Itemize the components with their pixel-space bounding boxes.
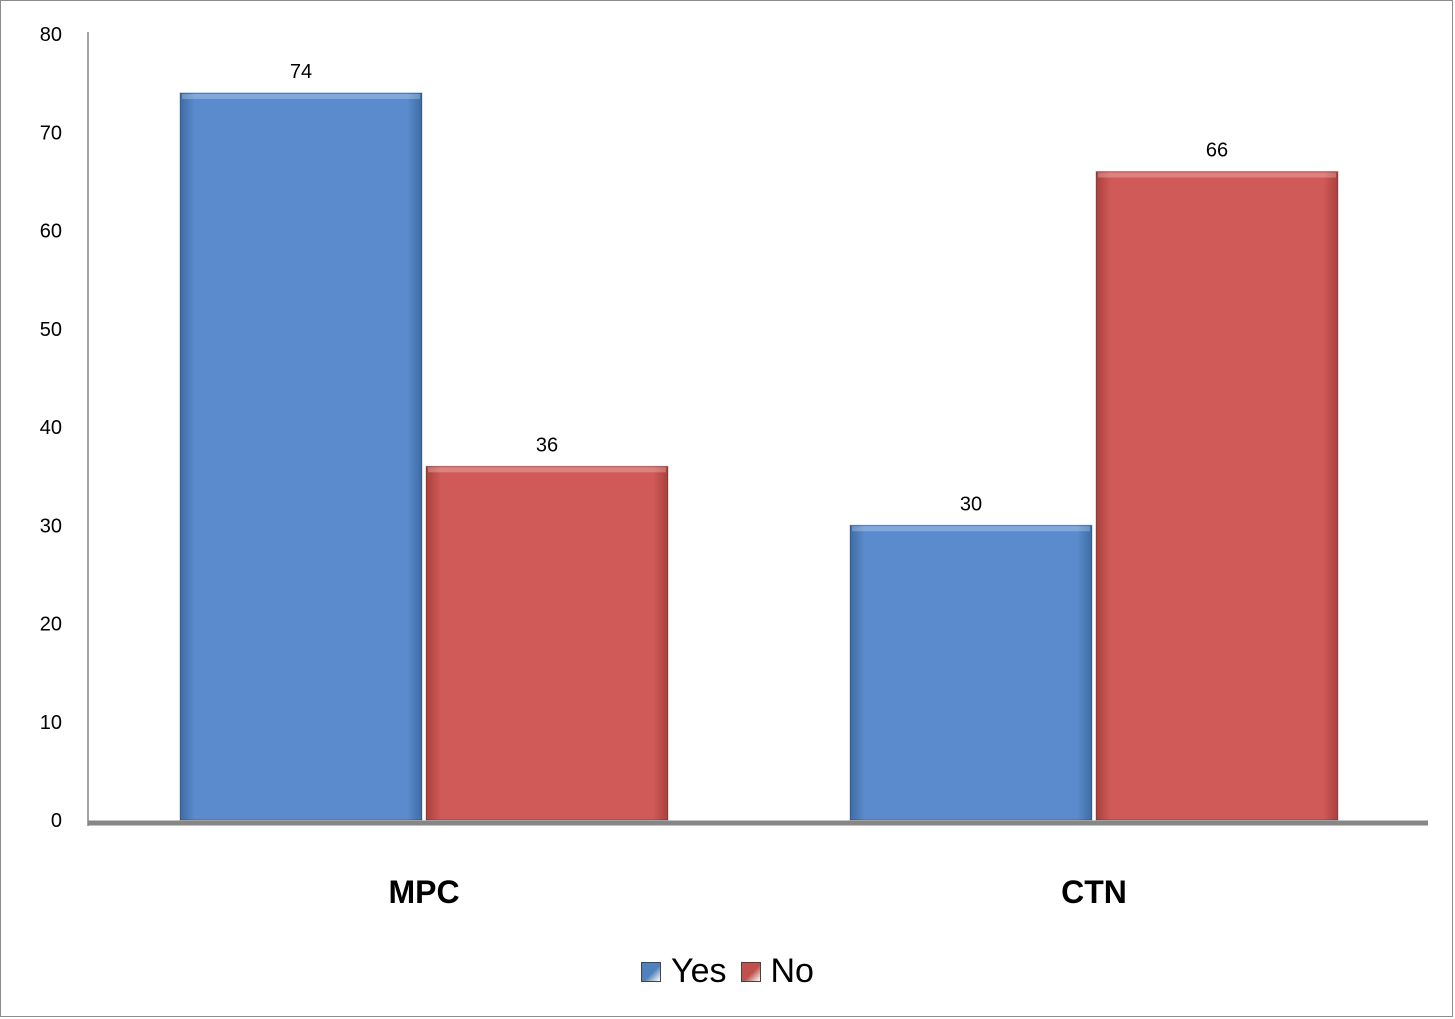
y-tick-label: 0 — [51, 810, 62, 832]
data-label-ctn-no: 66 — [1206, 140, 1228, 162]
x-category-label: CTN — [1061, 874, 1127, 910]
y-tick-label: 50 — [40, 319, 62, 341]
data-label-mpc-yes: 74 — [290, 61, 312, 83]
y-tick-label: 10 — [40, 712, 62, 734]
legend-label: No — [770, 952, 814, 990]
bar-mpc-yes — [179, 92, 423, 821]
y-tick-label: 40 — [40, 417, 62, 439]
legend-label: Yes — [671, 952, 727, 990]
bar-highlight — [182, 93, 420, 99]
x-category-label: MPC — [388, 874, 459, 910]
y-tick-label: 20 — [40, 614, 62, 636]
y-tick-label: 70 — [40, 122, 62, 144]
data-label-mpc-no: 36 — [536, 434, 558, 456]
y-tick-label: 60 — [40, 221, 62, 243]
y-tick-label: 30 — [40, 515, 62, 537]
data-label-ctn-yes: 30 — [960, 493, 982, 515]
legend: Yes No — [0, 952, 1455, 991]
bar-highlight — [852, 526, 1090, 532]
bar-highlight — [428, 467, 666, 473]
bar-ctn-no — [1095, 171, 1339, 821]
y-tick-label: 80 — [40, 24, 62, 46]
bar-ctn-yes — [849, 524, 1093, 821]
legend-swatch-yes — [641, 961, 662, 982]
bar-mpc-no — [425, 465, 669, 821]
legend-item-no: No — [740, 952, 814, 991]
legend-item-yes: Yes — [641, 952, 727, 991]
bar-highlight — [1098, 172, 1336, 178]
legend-swatch-no — [740, 961, 761, 982]
